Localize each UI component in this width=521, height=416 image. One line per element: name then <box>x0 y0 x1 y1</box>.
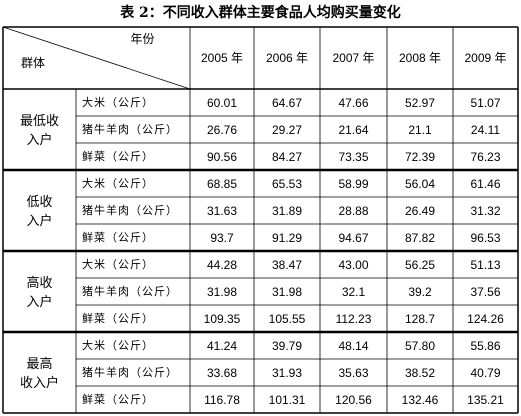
cell-value: 51.13 <box>470 257 501 272</box>
cell-value: 21.1 <box>408 122 432 137</box>
table-title: 表 2：不同收入群体主要食品人均购买量变化 <box>120 5 401 21</box>
cell-value: 31.89 <box>271 203 303 218</box>
cell-value: 33.68 <box>206 365 238 380</box>
item-label: 猪牛羊肉（公斤） <box>82 203 178 217</box>
item-label: 大米（公斤） <box>82 257 154 271</box>
item-label: 鲜菜（公斤） <box>82 311 154 325</box>
year-header: 2008 年 <box>398 51 442 65</box>
cell-value: 84.27 <box>271 149 303 164</box>
cell-value: 38.52 <box>404 365 436 380</box>
cell-value: 91.29 <box>271 230 303 245</box>
cell-value: 120.56 <box>335 392 372 407</box>
cell-value: 76.23 <box>470 149 501 164</box>
cell-value: 38.47 <box>271 257 303 272</box>
cell-value: 47.66 <box>338 95 369 110</box>
corner-bottom: 群体 <box>20 56 45 70</box>
cell-value: 37.56 <box>470 284 501 299</box>
cell-value: 32.1 <box>341 284 366 299</box>
cell-value: 26.49 <box>404 203 436 218</box>
item-label: 鲜菜（公斤） <box>82 230 154 244</box>
cell-value: 31.98 <box>271 284 303 299</box>
cell-value: 105.55 <box>268 311 306 326</box>
cell-value: 96.53 <box>470 230 501 245</box>
cell-value: 135.21 <box>467 392 504 407</box>
item-label: 猪牛羊肉（公斤） <box>82 284 178 298</box>
group-label-line: 最低收 <box>19 112 59 128</box>
cell-value: 29.27 <box>271 122 303 137</box>
year-header: 2006 年 <box>265 51 309 65</box>
cell-value: 39.2 <box>408 284 432 299</box>
cell-value: 21.64 <box>338 122 369 137</box>
group-label-line: 入户 <box>26 293 53 309</box>
cell-value: 93.7 <box>210 230 234 245</box>
cell-value: 31.93 <box>271 365 303 380</box>
item-label: 猪牛羊肉（公斤） <box>82 365 178 379</box>
group-label: 低收 入户 <box>3 170 76 251</box>
group-label: 最低收 入户 <box>3 89 76 170</box>
cell-value: 35.63 <box>338 365 369 380</box>
group-label-line: 高收 <box>26 274 53 290</box>
item-label: 鲜菜（公斤） <box>82 149 154 163</box>
cell-value: 116.78 <box>204 392 240 407</box>
cell-value: 41.24 <box>206 338 238 353</box>
cell-value: 28.88 <box>338 203 369 218</box>
group-label-line: 最高 <box>26 355 53 371</box>
cell-value: 44.28 <box>206 257 238 272</box>
cell-value: 109.35 <box>203 311 241 326</box>
group-label: 高收 入户 <box>3 251 76 332</box>
cell-value: 51.07 <box>470 95 501 110</box>
item-label: 鲜菜（公斤） <box>82 392 154 406</box>
cell-value: 39.79 <box>271 338 303 353</box>
cell-value: 40.79 <box>470 365 501 380</box>
cell-value: 87.82 <box>404 230 436 245</box>
cell-value: 43.00 <box>338 257 369 272</box>
border <box>2 26 191 90</box>
group-label-line: 收入户 <box>19 374 59 390</box>
cell-value: 31.98 <box>206 284 238 299</box>
cell-value: 65.53 <box>271 176 303 191</box>
cell-value: 68.85 <box>206 176 238 191</box>
cell-value: 60.01 <box>206 95 238 110</box>
corner-top: 年份 <box>130 32 155 46</box>
year-header: 2005 年 <box>200 51 244 65</box>
cell-value: 90.56 <box>206 149 238 164</box>
item-label: 大米（公斤） <box>82 338 154 352</box>
cell-value: 132.46 <box>401 392 439 407</box>
group-label-line: 入户 <box>26 131 53 147</box>
cell-value: 101.31 <box>268 392 306 407</box>
cell-value: 64.67 <box>271 95 303 110</box>
group-label-line: 入户 <box>26 212 53 228</box>
cell-value: 58.99 <box>338 176 369 191</box>
cell-value: 56.04 <box>404 176 436 191</box>
item-label: 大米（公斤） <box>82 176 154 190</box>
group-label-line: 低收 <box>26 193 53 209</box>
cell-value: 31.63 <box>206 203 238 218</box>
cell-value: 48.14 <box>338 338 369 353</box>
cell-value: 112.23 <box>335 311 372 326</box>
cell-value: 94.67 <box>338 230 369 245</box>
item-label: 猪牛羊肉（公斤） <box>82 122 178 136</box>
cell-value: 61.46 <box>470 176 501 191</box>
cell-value: 128.7 <box>404 311 436 326</box>
item-label: 大米（公斤） <box>82 95 154 109</box>
year-header: 2007 年 <box>332 51 375 65</box>
cell-value: 31.32 <box>470 203 501 218</box>
cell-value: 24.11 <box>470 122 501 137</box>
group-label: 最高 收入户 <box>3 332 76 413</box>
cell-value: 55.86 <box>470 338 501 353</box>
year-header: 2009 年 <box>464 51 507 65</box>
cell-value: 73.35 <box>338 149 369 164</box>
cell-value: 52.97 <box>404 95 436 110</box>
cell-value: 26.76 <box>206 122 238 137</box>
cell-value: 72.39 <box>404 149 436 164</box>
cell-value: 124.26 <box>467 311 504 326</box>
cell-value: 57.80 <box>404 338 436 353</box>
cell-value: 56.25 <box>404 257 436 272</box>
